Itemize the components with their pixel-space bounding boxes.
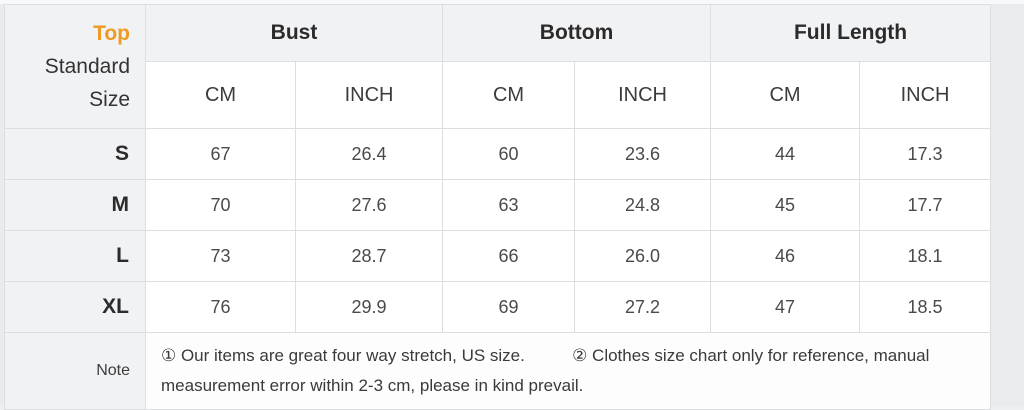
note-label: Note — [4, 332, 146, 410]
measurement-value: 23.6 — [574, 128, 712, 180]
note-text: ① Our items are great four way stretch, … — [144, 332, 992, 410]
unit-header: CM — [145, 61, 296, 129]
unit-header: CM — [442, 61, 576, 129]
corner-label-line: Standard — [44, 55, 130, 78]
unit-header: INCH — [859, 61, 992, 129]
measurement-value: 26.0 — [574, 230, 712, 282]
measurement-value: 29.9 — [294, 281, 444, 333]
unit-header: INCH — [294, 61, 444, 129]
measurement-value: 18.1 — [859, 230, 992, 282]
group-header-full-length: Full Length — [710, 4, 992, 62]
measurement-value: 27.6 — [294, 179, 444, 231]
measurement-value: 70 — [145, 179, 296, 231]
measurement-value: 76 — [145, 281, 296, 333]
measurement-value: 47 — [710, 281, 861, 333]
unit-header: INCH — [574, 61, 712, 129]
size-label: XL — [4, 281, 146, 333]
measurement-value: 69 — [442, 281, 576, 333]
measurement-value: 18.5 — [859, 281, 992, 333]
size-label: M — [4, 179, 146, 231]
measurement-value: 67 — [145, 128, 296, 180]
measurement-value: 45 — [710, 179, 861, 231]
size-chart-table: Top Standard Size Bust Bottom Full Lengt… — [4, 4, 992, 410]
measurement-value: 60 — [442, 128, 576, 180]
measurement-value: 46 — [710, 230, 861, 282]
table-row-size-l: L 73 28.7 66 26.0 46 18.1 — [4, 230, 992, 282]
unit-header: CM — [710, 61, 861, 129]
size-label: S — [4, 128, 146, 180]
measurement-value: 63 — [442, 179, 576, 231]
note-row: Note ① Our items are great four way stre… — [4, 332, 992, 410]
measurement-value: 66 — [442, 230, 576, 282]
measurement-value: 73 — [145, 230, 296, 282]
group-header-bottom: Bottom — [442, 4, 712, 62]
corner-label-line: Size — [89, 88, 130, 111]
measurement-value: 17.3 — [859, 128, 992, 180]
table-row-size-xl: XL 76 29.9 69 27.2 47 18.5 — [4, 281, 992, 333]
measurement-value: 17.7 — [859, 179, 992, 231]
measurement-value: 24.8 — [574, 179, 712, 231]
measurement-value: 27.2 — [574, 281, 712, 333]
table-row-size-s: S 67 26.4 60 23.6 44 17.3 — [4, 128, 992, 180]
product-type-label: Top — [93, 22, 130, 45]
measurement-value: 28.7 — [294, 230, 444, 282]
group-header-bust: Bust — [144, 4, 444, 62]
group-header-row: Top Standard Size Bust Bottom Full Lengt… — [4, 4, 992, 129]
measurement-value: 44 — [710, 128, 861, 180]
table-row-size-m: M 70 27.6 63 24.8 45 17.7 — [4, 179, 992, 231]
measurement-value: 26.4 — [294, 128, 444, 180]
size-label: L — [4, 230, 146, 282]
corner-cell: Top Standard Size — [4, 4, 146, 129]
unit-header-row: CM INCH CM INCH CM INCH — [5, 61, 992, 129]
